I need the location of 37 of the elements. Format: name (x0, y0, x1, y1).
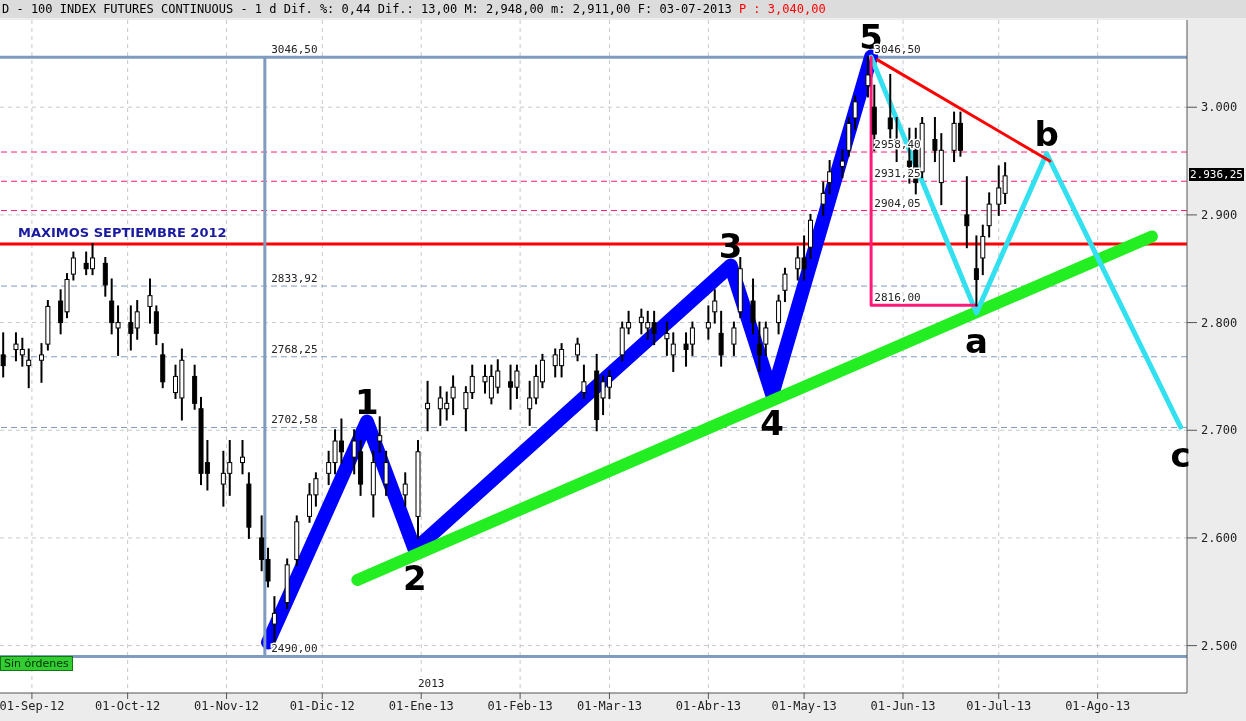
ref-line-label: MAXIMOS SEPTIEMBRE 2012 (18, 225, 227, 241)
x-tick-label: 01-Mar-13 (576, 698, 642, 713)
x-tick-label: 01-Oct-12 (95, 698, 161, 713)
annotation: c (1170, 435, 1191, 476)
y-tick-label: 2.800 (1201, 315, 1238, 330)
x-tick-label: 01-Feb-13 (487, 698, 553, 713)
x-tick-label: 01-Abr-13 (675, 698, 741, 713)
text: 2.936,25 (1189, 168, 1244, 181)
annotation: 2904,05 (874, 196, 921, 210)
annotation: 3046,50 (271, 43, 318, 57)
x-tick-label: 01-Nov-12 (194, 698, 260, 713)
annotation: 4 (760, 402, 785, 443)
annotation: 2816,00 (874, 291, 921, 305)
x-tick-label: 01-Sep-12 (0, 698, 65, 713)
annotation: 2768,25 (271, 342, 318, 356)
x-tick-label: 01-May-13 (771, 698, 837, 713)
y-tick-label: 2.900 (1201, 207, 1238, 222)
x-tick-label: 01-Jul-13 (966, 698, 1032, 713)
x-tick-label: 01-Dic-12 (289, 698, 355, 713)
annotation: 1 (355, 381, 379, 422)
y-tick-label: 2.600 (1201, 530, 1238, 545)
annotation: 2 (402, 557, 427, 598)
y-tick-label: 2.500 (1201, 638, 1238, 653)
annotation: 2013 (418, 677, 445, 690)
x-tick-label: 01-Jun-13 (870, 698, 936, 713)
chart-title: D - 100 INDEX FUTURES CONTINUOUS - 1 d Dif. %: 0,44 Dif.: 13,00 M: 2,948,00 m: 2,911,00 F: 03-07-2013 (2, 2, 732, 16)
annotation: a (964, 320, 988, 361)
y-tick-label: 2.700 (1201, 423, 1238, 438)
x-tick-label: 01-Ago-13 (1065, 698, 1131, 713)
x-tick-label: 01-Ene-13 (388, 698, 454, 713)
annotation: Sin órdenes (0, 656, 73, 671)
annotation: b (1034, 113, 1059, 154)
annotation: 2833,92 (271, 272, 318, 286)
annotation: 2490,00 (271, 642, 318, 656)
annotation: 2702,58 (271, 413, 318, 427)
y-tick-label: 3.000 (1201, 100, 1238, 115)
chart-subtitle: P : 3,040,00 (738, 2, 826, 16)
